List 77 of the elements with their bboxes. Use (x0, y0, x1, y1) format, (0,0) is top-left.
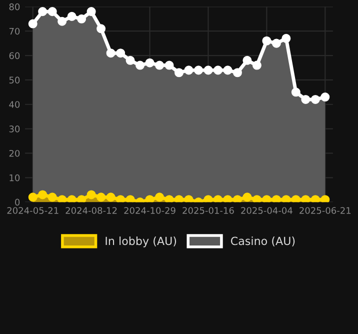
point (232, 68, 242, 78)
point (282, 34, 291, 43)
y-tick-label: 60 (9, 52, 20, 60)
point (252, 60, 262, 70)
point (106, 192, 116, 202)
point (96, 192, 106, 202)
point (86, 7, 96, 16)
point (301, 94, 310, 104)
point (272, 38, 281, 48)
point (262, 36, 272, 46)
point (223, 195, 232, 202)
y-tick-label: 20 (9, 150, 20, 157)
point (38, 190, 48, 200)
point (194, 66, 203, 75)
x-tick-label: 2024-10-29 (124, 207, 176, 214)
point (136, 60, 145, 70)
point (155, 60, 164, 70)
point (145, 58, 154, 68)
point (282, 195, 291, 202)
point (320, 92, 330, 102)
point (67, 12, 76, 21)
point (213, 66, 222, 75)
legend-label: In lobby (AU) (106, 236, 176, 248)
y-tick-label: 0 (15, 198, 20, 206)
point (232, 195, 242, 202)
point (86, 190, 96, 200)
point (164, 60, 174, 70)
point (77, 195, 86, 202)
point (96, 24, 106, 34)
y-tick-label: 50 (9, 76, 20, 84)
point (301, 195, 310, 202)
point (291, 88, 300, 97)
point (67, 195, 76, 202)
point (116, 195, 126, 202)
point (310, 195, 320, 202)
point (38, 7, 48, 16)
point (184, 195, 194, 202)
y-tick-label: 40 (9, 101, 20, 108)
point (184, 66, 194, 75)
point (223, 66, 232, 75)
point (310, 94, 320, 104)
point (58, 16, 67, 26)
x-tick-label: 2024-08-12 (66, 207, 117, 214)
point (242, 56, 252, 65)
point (252, 195, 262, 202)
x-tick-label: 2025-04-04 (241, 207, 292, 214)
point (262, 195, 272, 202)
point (145, 195, 154, 202)
point (204, 195, 213, 202)
point (174, 68, 184, 78)
point (242, 192, 252, 202)
legend-label: Casino (AU) (230, 236, 295, 246)
point (204, 66, 213, 75)
point (28, 19, 38, 28)
point (320, 195, 330, 202)
point (48, 7, 57, 16)
y-tick-label: 30 (9, 126, 20, 132)
y-tick-label: 10 (10, 174, 20, 182)
point (164, 195, 174, 202)
point (28, 192, 38, 202)
y-tick-label: 70 (9, 28, 20, 35)
point (155, 192, 164, 202)
x-tick-label: 2024-05-21 (7, 207, 58, 214)
point (213, 195, 222, 202)
point (116, 48, 126, 58)
point (291, 195, 300, 202)
point (272, 195, 281, 202)
y-tick-label: 80 (9, 3, 20, 10)
point (126, 195, 135, 202)
x-tick-label: 2025-06-21 (300, 207, 351, 214)
point (77, 14, 86, 24)
point (58, 195, 67, 202)
point (126, 56, 135, 65)
point (106, 48, 116, 58)
x-tick-label: 2025-01-16 (182, 207, 234, 214)
point (48, 192, 57, 202)
point (174, 195, 184, 202)
